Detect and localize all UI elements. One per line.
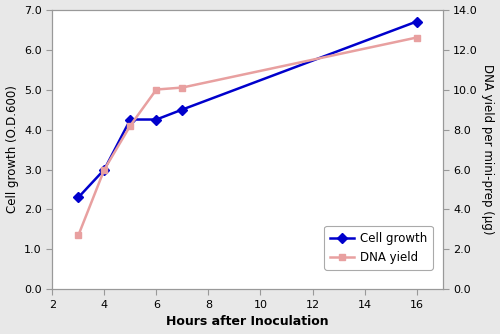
DNA yield [128,124,134,128]
Y-axis label: Cell growth (O.D.600): Cell growth (O.D.600) [6,86,18,213]
Cell growth [128,118,134,122]
Cell growth [180,108,186,112]
Line: DNA yield: DNA yield [75,34,420,239]
Cell growth [414,20,420,24]
DNA yield [414,35,420,39]
Cell growth [154,118,160,122]
X-axis label: Hours after Inoculation: Hours after Inoculation [166,315,329,328]
Legend: Cell growth, DNA yield: Cell growth, DNA yield [324,226,433,270]
DNA yield [154,88,160,92]
Cell growth [76,195,82,199]
Cell growth [102,168,107,172]
Line: Cell growth: Cell growth [75,18,420,201]
DNA yield [102,168,107,172]
Y-axis label: DNA yield per mini-prep (μg): DNA yield per mini-prep (μg) [482,64,494,235]
DNA yield [76,233,82,237]
DNA yield [180,86,186,90]
